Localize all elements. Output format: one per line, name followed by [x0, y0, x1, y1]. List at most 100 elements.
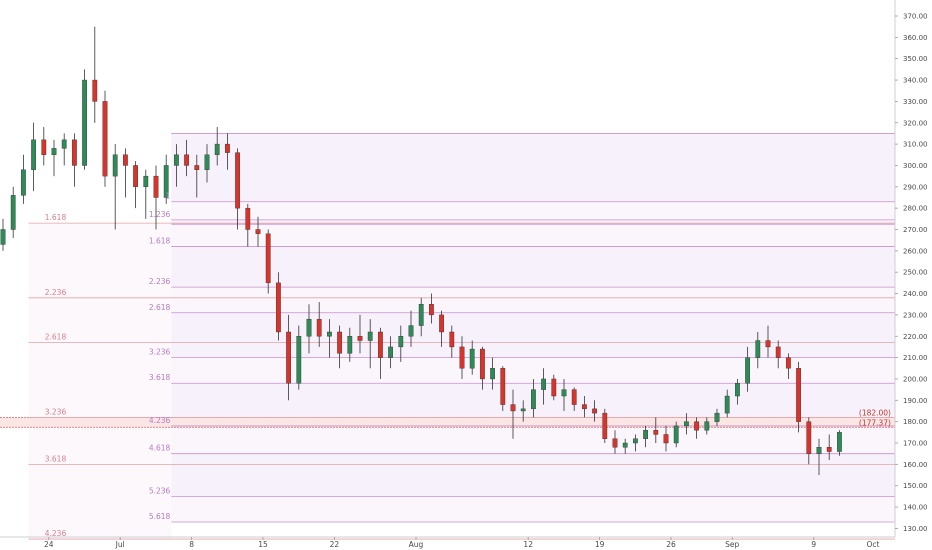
candle-body	[296, 336, 302, 384]
candle-body	[327, 331, 332, 337]
fib-band	[171, 201, 896, 220]
fib-left-label: 3.618	[45, 454, 67, 463]
y-tick-label: 200.00	[903, 375, 928, 383]
candle-body	[153, 175, 159, 198]
y-tick-label: 210.00	[903, 354, 928, 362]
candle-body	[10, 195, 16, 230]
candle-body	[633, 438, 638, 444]
fib-band	[28, 297, 172, 343]
candle-body	[112, 154, 118, 177]
candle-body	[500, 368, 506, 405]
y-tick-label: 190.00	[903, 397, 928, 405]
candle-body	[745, 357, 751, 384]
candle-body	[786, 357, 791, 369]
candle-body	[235, 152, 240, 209]
y-tick-label: 340.00	[903, 77, 928, 85]
candle-body	[347, 336, 353, 354]
candle-body	[388, 346, 393, 358]
candle-body	[531, 389, 536, 410]
y-axis-ticks: 370.00 360.00 350.00 340.00 330.00 320.00 310.…	[895, 13, 928, 533]
candle-body	[194, 165, 200, 170]
candle-body	[398, 336, 404, 348]
candle-body	[143, 175, 149, 188]
candle-body	[276, 282, 281, 333]
candle-body	[622, 442, 628, 448]
candle-body	[653, 429, 659, 435]
candle-body	[41, 139, 47, 155]
candle-body	[765, 340, 771, 348]
candle-body	[316, 318, 322, 337]
x-tick-label: 26	[666, 540, 676, 549]
candle-body	[82, 79, 88, 166]
y-tick-label: 290.00	[903, 183, 928, 191]
fib-left-label: 2.236	[45, 288, 67, 297]
y-tick-label: 370.00	[903, 13, 928, 21]
fib-band	[171, 224, 896, 247]
candle-body	[571, 389, 577, 405]
fib-band	[171, 133, 896, 202]
price-tag-low: (177.37)	[859, 418, 891, 427]
candle-body	[173, 154, 179, 166]
fib-right-label: 2.236	[149, 277, 171, 286]
y-tick-label: 180.00	[903, 418, 928, 426]
candle-body	[663, 434, 669, 444]
x-tick-label: 9	[811, 540, 816, 549]
fib-right-label: 1.236	[149, 210, 171, 219]
candle-body	[673, 425, 679, 444]
fib-right-label: 3.236	[149, 348, 171, 357]
candle-body	[0, 229, 6, 245]
candle-body	[306, 318, 312, 337]
candle-body	[122, 154, 128, 166]
fib-left-label: 4.236	[45, 529, 67, 538]
candle-body	[459, 346, 465, 369]
x-tick-label: 8	[189, 540, 194, 549]
fib-band	[171, 425, 896, 454]
y-tick-label: 140.00	[903, 504, 928, 512]
candle-body	[694, 421, 700, 431]
fib-bands	[0, 133, 896, 540]
fib-lines	[0, 133, 895, 540]
x-tick-label: Aug	[409, 540, 424, 549]
candle-body	[582, 404, 587, 410]
candle-body	[714, 412, 720, 422]
y-tick-label: 320.00	[903, 119, 928, 127]
fib-right-label: 3.618	[149, 373, 171, 382]
candle-body	[31, 139, 36, 170]
x-tick-label: 19	[595, 540, 605, 549]
fib-band	[171, 496, 896, 522]
candle-body	[61, 139, 67, 149]
candle-body	[265, 233, 271, 284]
candle-body	[837, 432, 842, 452]
candle-body	[439, 314, 444, 333]
candle-body	[602, 412, 608, 439]
candle-body	[71, 139, 77, 166]
x-tick-label: 22	[330, 540, 340, 549]
fib-right-label: 4.618	[149, 444, 171, 453]
y-tick-label: 270.00	[903, 226, 928, 234]
candle-body	[561, 389, 567, 397]
fib-left-label: 1.618	[45, 213, 67, 222]
fib-right-label: 2.618	[149, 303, 171, 312]
candle-body	[337, 331, 342, 354]
candle-body	[490, 368, 495, 380]
fib-band	[28, 223, 172, 298]
y-tick-label: 330.00	[903, 98, 928, 106]
candle-body	[286, 331, 291, 384]
candle-body	[51, 148, 57, 155]
fib-band	[171, 287, 896, 313]
y-tick-label: 360.00	[903, 34, 928, 42]
candle-body	[133, 165, 138, 187]
y-tick-label: 220.00	[903, 333, 928, 341]
highlight-band	[0, 417, 895, 428]
candle-body	[92, 79, 98, 102]
y-tick-label: 170.00	[903, 440, 928, 448]
candle-body	[245, 207, 251, 230]
candle-body	[775, 346, 781, 358]
candle-body	[214, 143, 220, 155]
fib-band	[28, 342, 172, 418]
x-tick-label: 15	[258, 540, 268, 549]
candle-body	[102, 101, 108, 177]
candle-body	[429, 304, 434, 316]
candle-body	[224, 143, 230, 153]
fib-band	[171, 453, 896, 497]
